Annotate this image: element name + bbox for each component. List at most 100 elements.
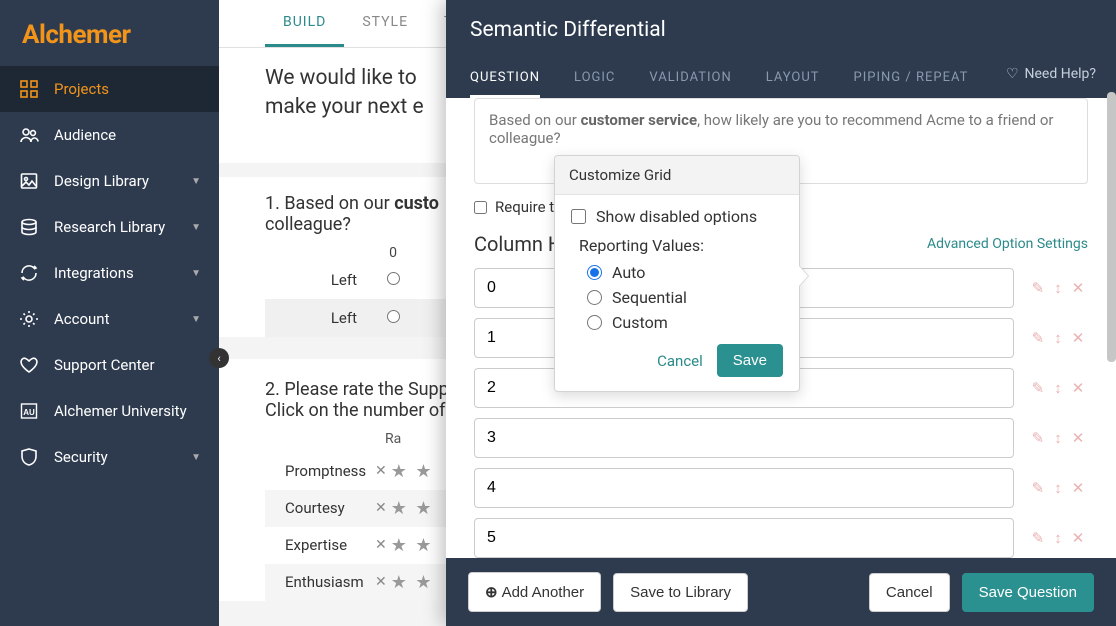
popover-save-button[interactable]: Save	[717, 344, 783, 377]
reporting-value-custom[interactable]: Custom	[587, 313, 783, 332]
drag-icon[interactable]: ↕	[1054, 379, 1062, 397]
panel-tab-question[interactable]: QUESTION	[470, 60, 540, 98]
reporting-value-auto[interactable]: Auto	[587, 263, 783, 282]
edit-icon[interactable]: ✎	[1032, 529, 1045, 547]
sync-icon	[18, 262, 40, 284]
popover-body: Show disabled options Reporting Values: …	[555, 195, 799, 391]
panel-tab-layout[interactable]: LAYOUT	[766, 60, 820, 98]
reporting-values-label: Reporting Values:	[579, 236, 783, 255]
rating-label: Expertise	[265, 536, 375, 554]
plus-icon: ⊕	[485, 584, 498, 601]
au-icon: AU	[18, 400, 40, 422]
reporting-value-sequential[interactable]: Sequential	[587, 288, 783, 307]
scale-radio[interactable]	[387, 272, 400, 285]
users-icon	[18, 124, 40, 146]
drag-icon[interactable]: ↕	[1054, 429, 1062, 447]
sidebar-item-design-library[interactable]: Design Library ▼	[0, 158, 219, 204]
reporting-value-radio[interactable]	[587, 290, 602, 305]
delete-icon[interactable]: ✕	[1072, 429, 1085, 447]
star-rating[interactable]: ★ ★	[391, 572, 434, 593]
intro-line2: make your next e	[265, 95, 424, 119]
edit-icon[interactable]: ✎	[1032, 329, 1045, 347]
clear-icon[interactable]: ✕	[375, 537, 387, 553]
drag-icon[interactable]: ↕	[1054, 329, 1062, 347]
delete-icon[interactable]: ✕	[1072, 279, 1085, 297]
row-actions: ✎ ↕ ✕	[1028, 279, 1088, 297]
sidebar-item-label: Design Library	[54, 172, 191, 190]
popover-cancel-button[interactable]: Cancel	[657, 352, 703, 370]
sidebar-item-label: Security	[54, 448, 191, 466]
delete-icon[interactable]: ✕	[1072, 479, 1085, 497]
clear-icon[interactable]: ✕	[375, 500, 387, 516]
sidebar-collapse-button[interactable]: ‹	[209, 348, 229, 368]
heart-icon: ♡	[1006, 66, 1019, 82]
cancel-button[interactable]: Cancel	[869, 573, 950, 612]
tab-build[interactable]: BUILD	[265, 0, 344, 47]
column-row: ✎ ↕ ✕	[474, 418, 1088, 458]
sidebar-item-projects[interactable]: Projects	[0, 66, 219, 112]
star-rating[interactable]: ★ ★	[391, 498, 434, 519]
panel-tab-logic[interactable]: LOGIC	[574, 60, 615, 98]
sidebar-item-label: Projects	[54, 80, 201, 98]
scrollbar[interactable]	[1107, 92, 1116, 362]
delete-icon[interactable]: ✕	[1072, 379, 1085, 397]
reporting-value-radio[interactable]	[587, 315, 602, 330]
column-row: ✎ ↕ ✕	[474, 518, 1088, 558]
panel-header: Semantic Differential QUESTION LOGIC VAL…	[446, 0, 1116, 98]
brand-text: Alchemer	[22, 20, 131, 50]
shield-icon	[18, 446, 40, 468]
gear-icon	[18, 308, 40, 330]
panel-title: Semantic Differential	[470, 18, 1092, 42]
column-input[interactable]	[474, 518, 1014, 558]
reporting-value-radio[interactable]	[587, 265, 602, 280]
add-another-button[interactable]: ⊕Add Another	[468, 572, 601, 612]
sidebar-item-research-library[interactable]: Research Library ▼	[0, 204, 219, 250]
clear-icon[interactable]: ✕	[375, 463, 387, 479]
rating-label: Promptness	[265, 462, 375, 480]
row-label-left: Left	[265, 309, 375, 327]
edit-icon[interactable]: ✎	[1032, 279, 1045, 297]
popover-arrow	[799, 266, 808, 286]
star-rating[interactable]: ★ ★	[391, 461, 434, 482]
show-disabled-label: Show disabled options	[596, 207, 757, 226]
database-icon	[18, 216, 40, 238]
sidebar: Alchemer Projects Audience Design Librar…	[0, 0, 219, 626]
save-question-button[interactable]: Save Question	[962, 573, 1094, 612]
show-disabled-checkbox[interactable]	[571, 209, 586, 224]
rating-label: Courtesy	[265, 499, 375, 517]
sidebar-item-alchemer-university[interactable]: AU Alchemer University	[0, 388, 219, 434]
svg-text:AU: AU	[23, 408, 35, 417]
sidebar-item-account[interactable]: Account ▼	[0, 296, 219, 342]
clear-icon[interactable]: ✕	[375, 574, 387, 590]
edit-icon[interactable]: ✎	[1032, 479, 1045, 497]
require-checkbox[interactable]	[474, 201, 487, 214]
sidebar-item-label: Integrations	[54, 264, 191, 282]
scale-radio[interactable]	[387, 310, 400, 323]
chevron-down-icon: ▼	[191, 452, 201, 463]
scale-head-0: 0	[375, 245, 411, 261]
edit-icon[interactable]: ✎	[1032, 379, 1045, 397]
delete-icon[interactable]: ✕	[1072, 329, 1085, 347]
drag-icon[interactable]: ↕	[1054, 479, 1062, 497]
edit-icon[interactable]: ✎	[1032, 429, 1045, 447]
chevron-down-icon: ▼	[191, 268, 201, 279]
star-rating[interactable]: ★ ★	[391, 535, 434, 556]
sidebar-item-support-center[interactable]: Support Center	[0, 342, 219, 388]
save-to-library-button[interactable]: Save to Library	[613, 573, 748, 612]
tab-style[interactable]: STYLE	[344, 0, 426, 47]
sidebar-item-label: Research Library	[54, 218, 191, 236]
panel-tab-validation[interactable]: VALIDATION	[649, 60, 731, 98]
sidebar-item-security[interactable]: Security ▼	[0, 434, 219, 480]
column-input[interactable]	[474, 418, 1014, 458]
need-help-link[interactable]: ♡ Need Help?	[1006, 66, 1096, 82]
panel-tab-piping[interactable]: PIPING / REPEAT	[854, 60, 969, 98]
sidebar-item-integrations[interactable]: Integrations ▼	[0, 250, 219, 296]
advanced-option-settings-link[interactable]: Advanced Option Settings	[927, 236, 1088, 252]
sidebar-item-audience[interactable]: Audience	[0, 112, 219, 158]
rating-label: Enthusiasm	[265, 573, 375, 591]
logo: Alchemer	[0, 0, 219, 66]
drag-icon[interactable]: ↕	[1054, 279, 1062, 297]
delete-icon[interactable]: ✕	[1072, 529, 1085, 547]
column-input[interactable]	[474, 468, 1014, 508]
drag-icon[interactable]: ↕	[1054, 529, 1062, 547]
